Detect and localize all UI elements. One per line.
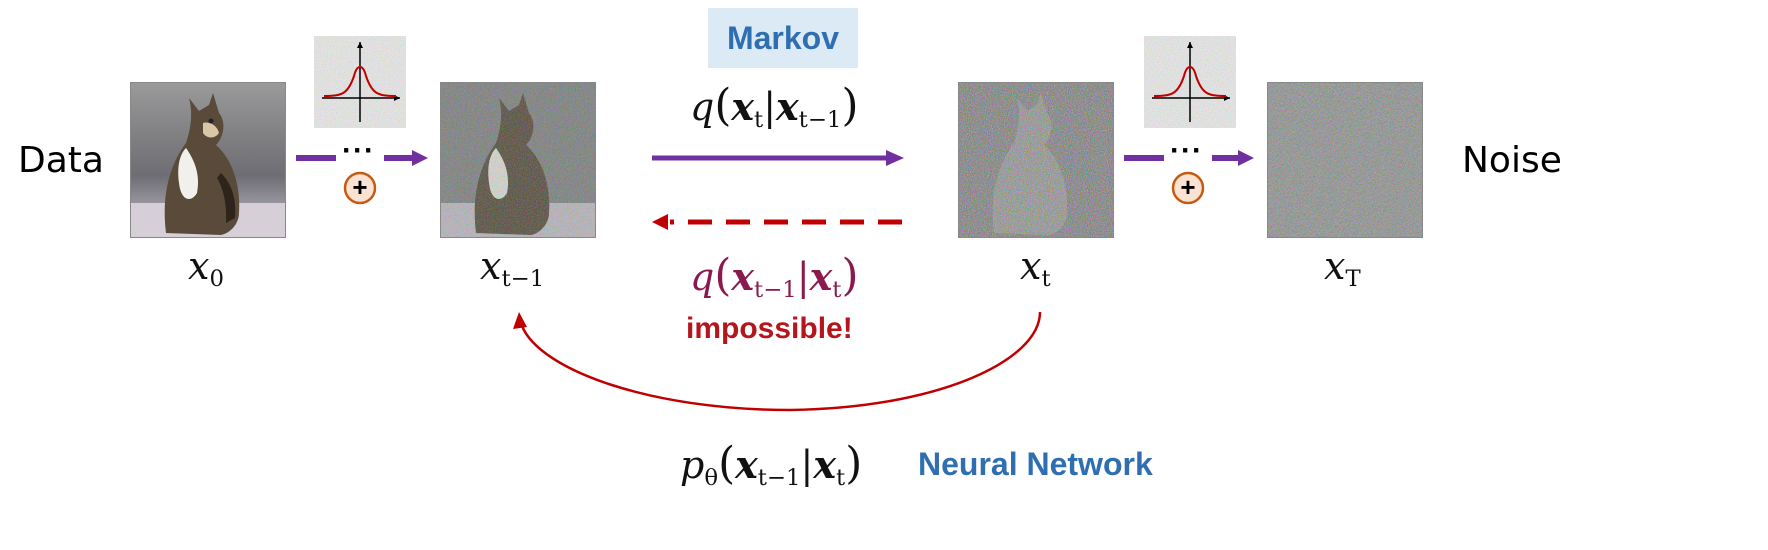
xt-minus-1-label: xt−1	[480, 244, 545, 292]
forward-transition-formula: q(xt|xt−1)	[690, 80, 859, 133]
gaussian-noise-thumbnail-1	[314, 36, 406, 128]
reverse-dashed-arrow-head	[652, 214, 668, 230]
neural-network-label: Neural Network	[918, 446, 1153, 482]
gaussian-noise-thumbnail-2	[1144, 36, 1236, 128]
xT-label: xT	[1324, 244, 1361, 292]
neural-network-curve	[520, 311, 1042, 412]
markov-box: Markov	[708, 8, 858, 68]
data-label: Data	[18, 140, 104, 181]
xt-label: xt	[1020, 244, 1051, 292]
step-ellipsis-right: ···	[1170, 134, 1203, 167]
neural-network-curve-head	[513, 312, 527, 329]
step-arrow-right-head	[1238, 150, 1254, 166]
plus-circle-left	[343, 171, 377, 205]
forward-arrow-head	[886, 150, 904, 166]
reverse-true-formula: q(xt−1|xt)	[690, 250, 859, 303]
noise-label: Noise	[1462, 140, 1562, 181]
markov-label: Markov	[726, 20, 840, 56]
impossible-label: impossible!	[686, 312, 853, 345]
plus-glyph-left: +	[352, 172, 368, 202]
x0-label: x0	[188, 244, 224, 292]
xt-image	[958, 82, 1114, 238]
step-arrow-left-head	[412, 150, 428, 166]
plus-glyph-right: +	[1180, 172, 1196, 202]
xt-minus-1-image	[440, 82, 596, 238]
xT-image	[1267, 82, 1423, 238]
step-ellipsis-left: ···	[342, 134, 375, 167]
plus-circle-right	[1171, 171, 1205, 205]
x0-image	[130, 82, 286, 238]
reverse-model-formula: pθ(xt−1|xt)	[680, 438, 863, 491]
